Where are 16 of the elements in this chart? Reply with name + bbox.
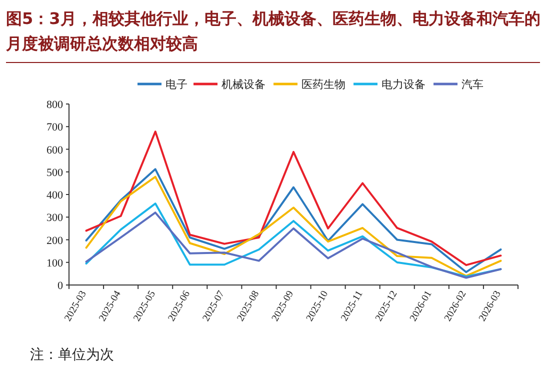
y-tick-label: 100 xyxy=(46,257,64,270)
legend-label: 电力设备 xyxy=(382,78,426,91)
y-tick-label: 0 xyxy=(58,280,64,292)
text: 注：单位为次 xyxy=(30,346,114,364)
legend-label: 电子 xyxy=(166,78,188,91)
y-tick-label: 500 xyxy=(46,166,64,179)
y-tick-label: 200 xyxy=(46,234,64,247)
y-tick-label: 700 xyxy=(46,122,64,134)
legend-label: 机械设备 xyxy=(222,78,266,91)
legend-label: 汽车 xyxy=(462,78,484,91)
chart-title: 图5：3月，相较其他行业，电子、机械设备、医药生物、电力设备和汽车的月度被调研总次数相对较高 xyxy=(6,8,542,55)
y-tick-label: 400 xyxy=(46,190,64,202)
legend-label: 医药生物 xyxy=(302,78,346,91)
y-tick-label: 300 xyxy=(46,212,64,224)
y-tick-label: 800 xyxy=(46,99,64,111)
y-tick-label: 600 xyxy=(46,144,64,156)
